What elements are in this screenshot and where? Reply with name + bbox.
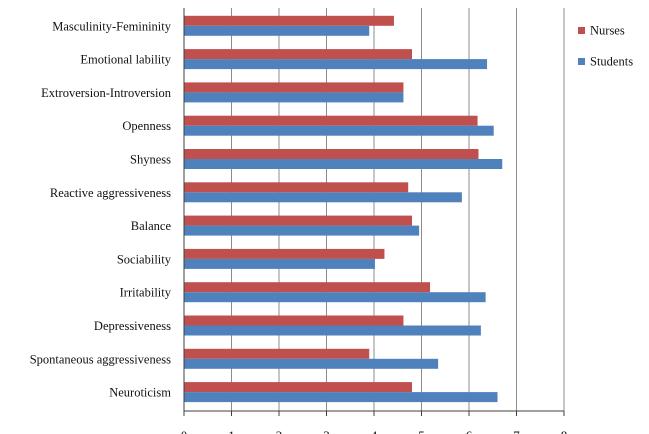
bar-nurses-11 — [184, 382, 412, 393]
bar-students-2 — [184, 92, 404, 103]
category-label: Shyness — [130, 153, 171, 167]
x-tick-label: 6 — [466, 428, 473, 434]
bar-students-10 — [184, 358, 439, 369]
bar-nurses-5 — [184, 182, 409, 193]
legend-label-students: Students — [590, 55, 633, 69]
category-label: Neuroticism — [109, 386, 171, 400]
bar-students-11 — [184, 392, 498, 403]
bar-nurses-7 — [184, 248, 385, 259]
bars-group — [184, 15, 503, 403]
legend-swatch-nurses — [578, 27, 585, 34]
bar-students-7 — [184, 258, 375, 269]
x-tick-label: 7 — [513, 428, 520, 434]
category-label: Openness — [122, 119, 171, 133]
category-label: Depressiveness — [94, 319, 171, 333]
category-label: Spontaneous aggressiveness — [30, 352, 171, 366]
x-tick-labels: 0 1 2 3 4 5 6 7 8 — [181, 411, 568, 434]
category-label: Balance — [131, 219, 172, 233]
bar-nurses-1 — [184, 49, 412, 60]
bar-nurses-10 — [184, 348, 370, 359]
category-labels: Masculinity-Femininity Emotional lability… — [30, 19, 172, 399]
x-tick-label: 4 — [371, 428, 378, 434]
x-tick-label: 2 — [276, 428, 283, 434]
bar-nurses-2 — [184, 82, 404, 93]
bar-nurses-3 — [184, 115, 478, 126]
x-tick-label: 8 — [561, 428, 568, 434]
category-label: Sociability — [117, 252, 172, 266]
category-label: Reactive aggressiveness — [50, 186, 171, 200]
bar-nurses-4 — [184, 149, 479, 159]
legend-label-nurses: Nurses — [590, 24, 625, 38]
legend-swatch-students — [578, 58, 585, 65]
bar-students-6 — [184, 225, 420, 236]
bar-nurses-8 — [184, 282, 431, 293]
legend: Nurses Students — [578, 24, 633, 69]
category-label: Irritability — [120, 286, 172, 300]
bar-students-1 — [184, 59, 488, 70]
category-label: Masculinity-Femininity — [52, 19, 171, 33]
bar-students-5 — [184, 192, 462, 203]
gridlines — [231, 8, 565, 411]
category-label: Extroversion-Introversion — [41, 86, 172, 100]
bar-nurses-0 — [184, 15, 394, 26]
bar-students-3 — [184, 125, 494, 136]
bar-students-0 — [184, 25, 370, 36]
category-label: Emotional lability — [80, 53, 171, 67]
bar-students-4 — [184, 159, 503, 169]
x-tick-label: 0 — [181, 428, 188, 434]
bar-students-8 — [184, 292, 486, 303]
bar-nurses-6 — [184, 215, 412, 226]
x-tick-label: 3 — [323, 428, 330, 434]
x-tick-label: 5 — [418, 428, 425, 434]
bar-students-9 — [184, 325, 481, 336]
bar-nurses-9 — [184, 315, 404, 326]
x-tick-label: 1 — [228, 428, 235, 434]
